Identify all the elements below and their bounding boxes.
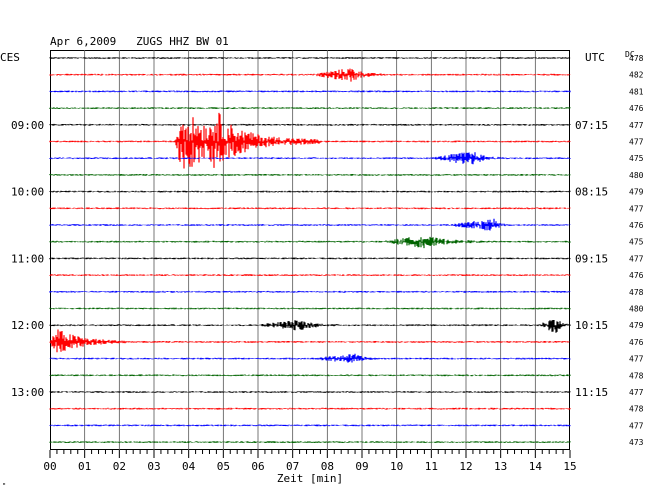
x-tick-label: 06 <box>251 460 264 473</box>
x-tick-label: 01 <box>78 460 91 473</box>
seismic-trace-16 <box>49 307 571 310</box>
dc-value: 476 <box>629 104 644 113</box>
chart-title: Apr 6,2009 ZUGS HHZ BW 01 <box>50 35 229 48</box>
x-tick-label: 12 <box>459 460 472 473</box>
dc-value: 477 <box>629 355 644 364</box>
x-tick-label: 02 <box>113 460 126 473</box>
seismic-trace-13 <box>49 257 571 260</box>
x-tick-label: 13 <box>494 460 507 473</box>
right-time-label: 09:15 <box>575 252 608 265</box>
x-tick-label: 03 <box>147 460 160 473</box>
plot-frame <box>50 50 570 450</box>
seismic-trace-18 <box>49 329 571 353</box>
dc-value: 482 <box>629 71 644 80</box>
right-time-label: 11:15 <box>575 386 608 399</box>
left-time-label: 12:00 <box>11 319 44 332</box>
dc-value: 481 <box>629 87 644 96</box>
seismic-trace-7 <box>49 152 571 165</box>
seismic-trace-11 <box>49 218 571 231</box>
dc-value: 478 <box>629 54 644 63</box>
dc-value: 476 <box>629 338 644 347</box>
seismic-trace-22 <box>49 407 571 410</box>
dc-value: 475 <box>629 238 644 247</box>
seismic-trace-3 <box>49 90 571 93</box>
dc-value: 477 <box>629 421 644 430</box>
dc-value: 478 <box>629 405 644 414</box>
seismic-trace-9 <box>49 190 571 193</box>
left-time-labels: 09:00 10:00 11:00 12:00 13:00 <box>11 119 44 399</box>
x-tick-label: 00 <box>43 460 56 473</box>
dc-value: 480 <box>629 171 644 180</box>
x-tick-label: 14 <box>529 460 543 473</box>
dc-value: 477 <box>629 254 644 263</box>
dc-value: 476 <box>629 221 644 230</box>
seismic-traces <box>49 57 571 443</box>
seismic-trace-1 <box>49 57 571 59</box>
dc-value: 479 <box>629 321 644 330</box>
dc-value: 477 <box>629 388 644 397</box>
seismic-trace-14 <box>49 274 571 276</box>
x-tick-label: 05 <box>217 460 230 473</box>
dc-value: 477 <box>629 121 644 130</box>
seismic-trace-21 <box>49 391 571 393</box>
seismic-trace-5 <box>49 123 571 126</box>
seismic-trace-2 <box>49 68 571 82</box>
left-time-label: 09:00 <box>11 119 44 132</box>
x-tick-label: 08 <box>321 460 334 473</box>
seismic-trace-15 <box>49 290 571 293</box>
seismic-trace-19 <box>49 353 571 363</box>
dc-value: 477 <box>629 138 644 147</box>
dc-value: 478 <box>629 288 644 297</box>
x-axis: 00 01 02 03 04 05 06 07 08 09 10 11 12 13 14 15 <box>43 450 577 473</box>
seismic-trace-8 <box>49 174 571 176</box>
seismic-trace-6 <box>49 112 571 169</box>
dc-value: 477 <box>629 204 644 213</box>
dc-value: 473 <box>629 438 644 447</box>
x-tick-label: 15 <box>563 460 576 473</box>
left-time-label: 10:00 <box>11 186 44 199</box>
right-time-label: 10:15 <box>575 319 608 332</box>
left-time-label: 11:00 <box>11 252 44 265</box>
footnote-mark: " <box>2 482 6 490</box>
left-time-label: 13:00 <box>11 386 44 399</box>
seismic-trace-24 <box>49 441 571 443</box>
right-time-label: 07:15 <box>575 119 608 132</box>
x-tick-label: 04 <box>182 460 196 473</box>
right-time-labels: 07:15 08:15 09:15 10:15 11:15 <box>575 119 608 399</box>
vertical-grid <box>84 50 536 450</box>
x-tick-label: 07 <box>286 460 299 473</box>
seismic-trace-4 <box>49 107 571 109</box>
dc-value: 480 <box>629 305 644 314</box>
dc-value: 475 <box>629 154 644 163</box>
right-time-label: 08:15 <box>575 186 608 199</box>
dc-values: 478 482 481 476 477 477 475 480 479 477 476 475 477 4… <box>629 54 644 447</box>
dc-value: 476 <box>629 271 644 280</box>
seismic-trace-10 <box>49 207 571 210</box>
x-tick-label: 11 <box>425 460 438 473</box>
seismic-trace-12 <box>49 236 571 249</box>
seismic-trace-23 <box>49 424 571 427</box>
x-axis-label: Zeit [min] <box>277 472 343 485</box>
x-tick-label: 09 <box>355 460 368 473</box>
left-timezone-label: CES <box>0 51 20 64</box>
dc-value: 479 <box>629 188 644 197</box>
dc-value: 478 <box>629 371 644 380</box>
seismic-trace-17 <box>49 320 571 333</box>
right-timezone-label: UTC <box>585 51 605 64</box>
x-tick-label: 10 <box>390 460 403 473</box>
seismic-trace-20 <box>49 374 571 377</box>
dc-column-header: DC <box>625 50 635 59</box>
